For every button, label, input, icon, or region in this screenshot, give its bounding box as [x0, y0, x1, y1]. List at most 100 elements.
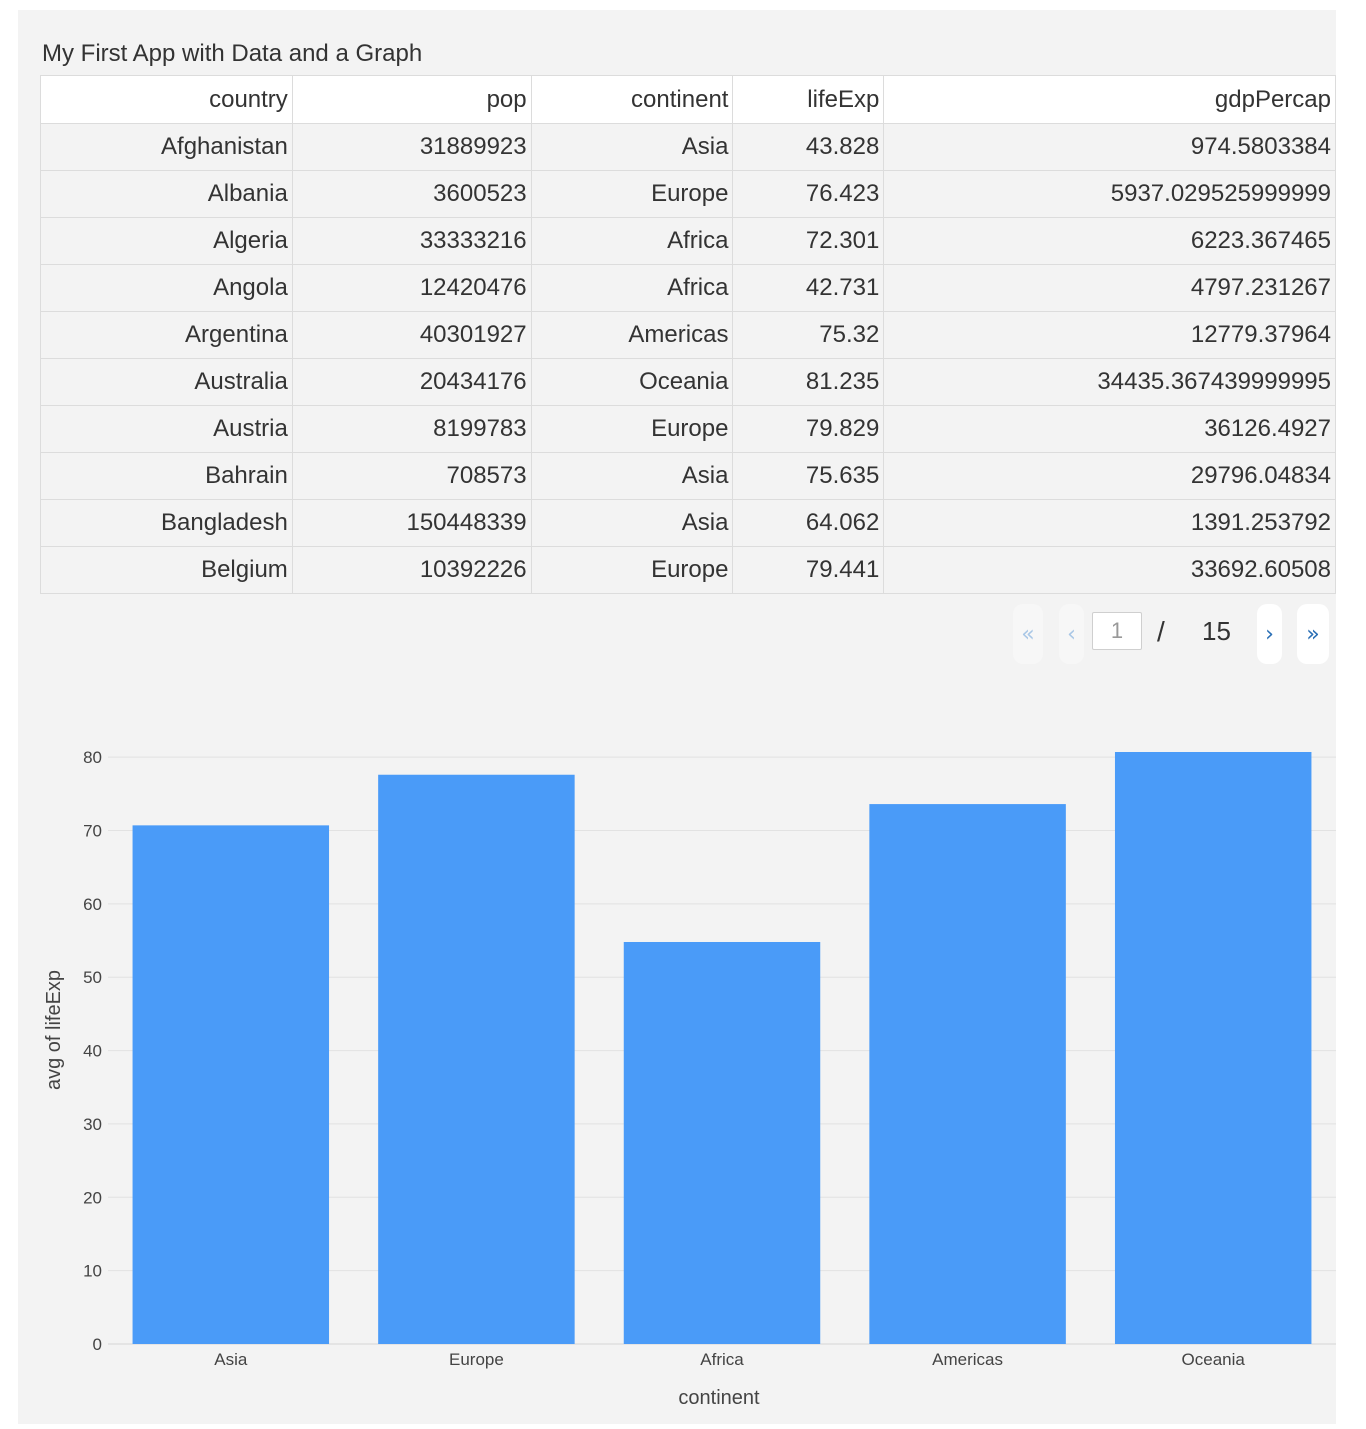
last-page-button[interactable]: » [1297, 604, 1329, 664]
table-cell-country[interactable]: Bahrain [40, 452, 293, 500]
table-cell-country[interactable]: Angola [40, 264, 293, 312]
table-cell-gdppercap[interactable]: 1391.253792 [883, 499, 1336, 547]
table-cell-continent[interactable]: Africa [530, 217, 734, 265]
table-cell-pop[interactable]: 708573 [291, 452, 532, 500]
first-page-button[interactable]: « [1013, 604, 1043, 664]
table-cell-country[interactable]: Argentina [40, 311, 293, 359]
table-cell-pop[interactable]: 10392226 [291, 546, 532, 594]
table-body: Afghanistan 31889923 Asia 43.828 974.5803384… [40, 123, 1336, 594]
table-cell-continent[interactable]: Asia [530, 123, 734, 171]
x-tick-label: Europe [449, 1350, 504, 1369]
page-separator: / [1157, 616, 1165, 647]
y-tick-label: 40 [83, 1042, 102, 1061]
table-cell-lifeexp[interactable]: 42.731 [732, 264, 885, 312]
y-tick-label: 30 [83, 1115, 102, 1134]
chart-y-ticks: 0 10 20 30 40 50 60 70 80 [83, 748, 102, 1354]
table-cell-gdppercap[interactable]: 12779.37964 [883, 311, 1336, 359]
table-cell-gdppercap[interactable]: 33692.60508 [883, 546, 1336, 594]
table-row: Afghanistan 31889923 Asia 43.828 974.5803384 [40, 123, 1336, 171]
bar-chart-svg: 0 10 20 30 40 50 60 70 80 Asia Europe Africa Americ… [43, 748, 1336, 1409]
table-cell-continent[interactable]: Europe [530, 546, 734, 594]
table-cell-pop[interactable]: 20434176 [291, 358, 532, 406]
column-header-pop[interactable]: pop [291, 75, 532, 124]
table-cell-lifeexp[interactable]: 79.441 [732, 546, 885, 594]
table-cell-gdppercap[interactable]: 6223.367465 [883, 217, 1336, 265]
table-row: Belgium 10392226 Europe 79.441 33692.60508 [40, 546, 1336, 594]
y-tick-label: 0 [93, 1335, 102, 1354]
table-cell-lifeexp[interactable]: 64.062 [732, 499, 885, 547]
table-cell-lifeexp[interactable]: 75.635 [732, 452, 885, 500]
table-cell-gdppercap[interactable]: 5937.029525999999 [883, 170, 1336, 218]
table-row: Angola 12420476 Africa 42.731 4797.231267 [40, 264, 1336, 312]
table-cell-continent[interactable]: Asia [530, 452, 734, 500]
table-cell-country[interactable]: Afghanistan [40, 123, 293, 171]
table-cell-pop[interactable]: 8199783 [291, 405, 532, 453]
table-cell-country[interactable]: Bangladesh [40, 499, 293, 547]
bar-europe[interactable] [378, 774, 575, 1344]
y-tick-label: 10 [83, 1262, 102, 1281]
x-tick-label: Americas [932, 1350, 1003, 1369]
bar-africa[interactable] [623, 941, 821, 1344]
table-cell-gdppercap[interactable]: 974.5803384 [883, 123, 1336, 171]
data-table: country pop continent lifeExp gdpPercap … [40, 75, 1336, 594]
table-cell-country[interactable]: Belgium [40, 546, 293, 594]
table-cell-continent[interactable]: Europe [530, 405, 734, 453]
column-header-continent[interactable]: continent [530, 75, 734, 124]
table-cell-lifeexp[interactable]: 72.301 [732, 217, 885, 265]
table-row: Austria 8199783 Europe 79.829 36126.4927 [40, 405, 1336, 453]
pagination: « ‹ / 15 › » [18, 604, 1336, 666]
table-cell-lifeexp[interactable]: 81.235 [732, 358, 885, 406]
table-cell-pop[interactable]: 40301927 [291, 311, 532, 359]
table-cell-gdppercap[interactable]: 36126.4927 [883, 405, 1336, 453]
table-cell-continent[interactable]: Americas [530, 311, 734, 359]
table-cell-continent[interactable]: Oceania [530, 358, 734, 406]
previous-page-button[interactable]: ‹ [1059, 604, 1084, 664]
table-cell-gdppercap[interactable]: 34435.367439999995 [883, 358, 1336, 406]
table-cell-lifeexp[interactable]: 75.32 [732, 311, 885, 359]
table-cell-pop[interactable]: 150448339 [291, 499, 532, 547]
column-header-lifeexp[interactable]: lifeExp [732, 75, 885, 124]
next-page-button[interactable]: › [1257, 604, 1282, 664]
table-cell-pop[interactable]: 12420476 [291, 264, 532, 312]
x-tick-label: Asia [214, 1350, 248, 1369]
table-row: Bahrain 708573 Asia 75.635 29796.04834 [40, 452, 1336, 500]
x-tick-label: Oceania [1182, 1350, 1246, 1369]
chart-x-ticks: Asia Europe Africa Americas Oceania [214, 1350, 1245, 1369]
bar-americas[interactable] [869, 804, 1066, 1344]
y-tick-label: 20 [83, 1188, 102, 1207]
table-cell-continent[interactable]: Africa [530, 264, 734, 312]
x-axis-title: continent [678, 1387, 760, 1409]
y-axis-title: avg of lifeExp [43, 970, 65, 1090]
column-header-gdppercap[interactable]: gdpPercap [883, 75, 1336, 124]
app-panel: My First App with Data and a Graph count… [18, 10, 1336, 1424]
table-cell-lifeexp[interactable]: 79.829 [732, 405, 885, 453]
bar-chart: 0 10 20 30 40 50 60 70 80 Asia Europe Africa Americ… [18, 700, 1336, 1424]
table-header-row: country pop continent lifeExp gdpPercap [40, 75, 1336, 124]
table-cell-continent[interactable]: Asia [530, 499, 734, 547]
table-cell-lifeexp[interactable]: 43.828 [732, 123, 885, 171]
bar-asia[interactable] [132, 825, 330, 1344]
table-cell-country[interactable]: Australia [40, 358, 293, 406]
table-cell-lifeexp[interactable]: 76.423 [732, 170, 885, 218]
table-row: Bangladesh 150448339 Asia 64.062 1391.253792 [40, 499, 1336, 547]
column-header-country[interactable]: country [40, 75, 293, 124]
table-cell-pop[interactable]: 3600523 [291, 170, 532, 218]
chart-bars [132, 752, 1312, 1344]
current-page-input[interactable] [1092, 612, 1142, 650]
app-title: My First App with Data and a Graph [42, 40, 423, 67]
table-row: Algeria 33333216 Africa 72.301 6223.367465 [40, 217, 1336, 265]
table-cell-continent[interactable]: Europe [530, 170, 734, 218]
y-tick-label: 60 [83, 895, 102, 914]
table-cell-country[interactable]: Algeria [40, 217, 293, 265]
total-pages: 15 [1202, 616, 1231, 646]
table-cell-pop[interactable]: 33333216 [291, 217, 532, 265]
table-row: Albania 3600523 Europe 76.423 5937.029525999… [40, 170, 1336, 218]
table-cell-pop[interactable]: 31889923 [291, 123, 532, 171]
table-cell-country[interactable]: Albania [40, 170, 293, 218]
bar-oceania[interactable] [1114, 752, 1312, 1344]
table-row: Australia 20434176 Oceania 81.235 34435.3674… [40, 358, 1336, 406]
y-tick-label: 50 [83, 968, 102, 987]
table-cell-country[interactable]: Austria [40, 405, 293, 453]
table-cell-gdppercap[interactable]: 4797.231267 [883, 264, 1336, 312]
table-cell-gdppercap[interactable]: 29796.04834 [883, 452, 1336, 500]
